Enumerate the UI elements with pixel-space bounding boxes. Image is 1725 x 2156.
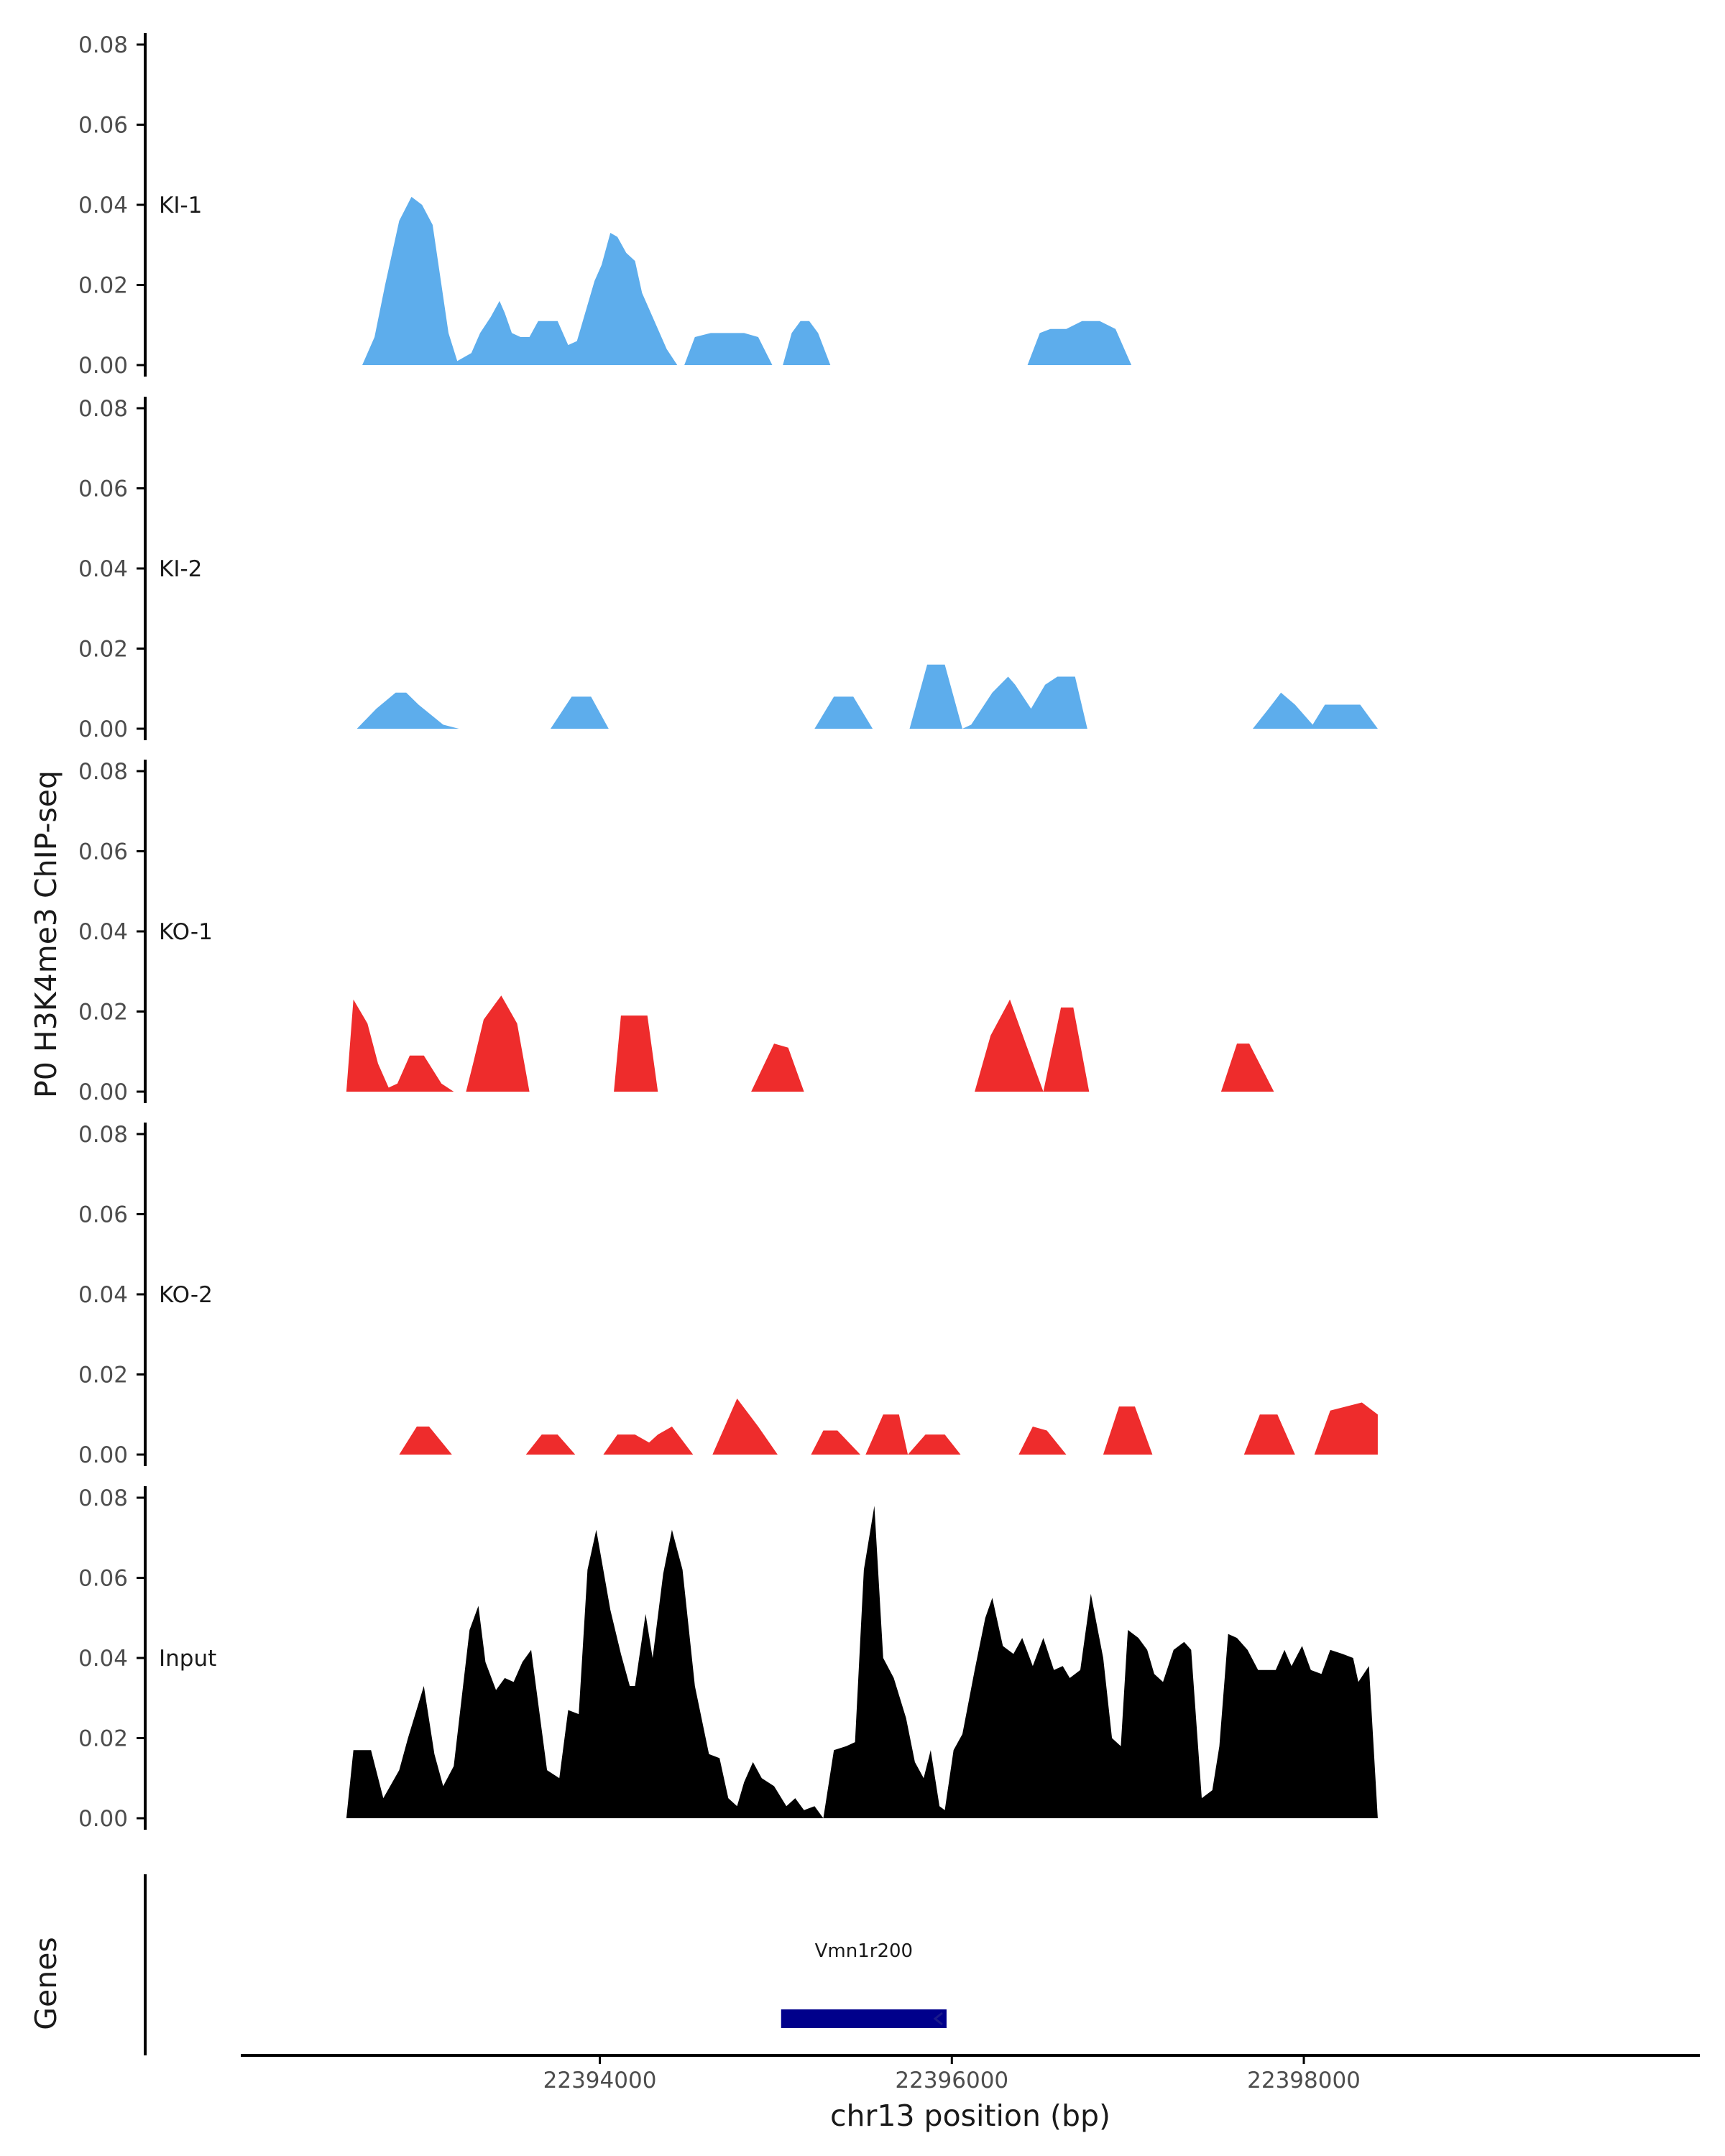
y-tick-label: 0.08: [78, 1122, 128, 1148]
y-tick-label: 0.08: [78, 396, 128, 422]
y-axis-title: P0 H3K4me3 ChIP-seq: [29, 770, 63, 1098]
y-tick-label: 0.06: [78, 113, 128, 139]
strand-arrow-icon: [783, 2012, 794, 2026]
gene-track-label: Genes: [29, 1937, 63, 2030]
track-label-ko-1: KO-1: [159, 919, 213, 945]
y-tick-label: 0.06: [78, 1566, 128, 1592]
track-ko-2: 0.00 0.02 0.04 0.06 0.08 KO-2: [78, 1122, 1378, 1468]
x-tick-label: 22398000: [1247, 2068, 1361, 2093]
gene-model-vmn1r200: [781, 2009, 947, 2028]
y-tick-label: 0.02: [78, 637, 128, 663]
coverage-area-ko-1: [346, 995, 1274, 1092]
y-tick-label: 0.02: [78, 1000, 128, 1026]
x-tick-label: 22396000: [895, 2068, 1008, 2093]
y-tick-label: 0.08: [78, 1485, 128, 1511]
y-tick-label: 0.00: [78, 717, 128, 742]
track-ko-1: 0.00 0.02 0.04 0.06 0.08 KO-1: [78, 759, 1274, 1105]
x-axis-title: chr13 position (bp): [830, 2099, 1110, 2133]
track-ki-1: 0.00 0.02 0.04 0.06 0.08 KI-1: [78, 32, 1132, 379]
y-tick-label: 0.08: [78, 32, 128, 58]
y-tick-label: 0.00: [78, 1079, 128, 1105]
y-tick-label: 0.06: [78, 476, 128, 502]
track-input: 0.00 0.02 0.04 0.06 0.08 Input: [78, 1485, 1378, 1832]
track-label-ki-1: KI-1: [159, 193, 202, 218]
x-axis: 22394000 22396000 22398000: [241, 2054, 1700, 2093]
gene-label: Vmn1r200: [815, 1940, 913, 1962]
y-tick-label: 0.04: [78, 1646, 128, 1672]
coverage-area-ki-1: [362, 196, 1132, 365]
coverage-tracks: 0.00 0.02 0.04 0.06 0.08 KI-1 0.00 0.02 0.04 0.06…: [78, 32, 1378, 1832]
y-tick-label: 0.02: [78, 273, 128, 299]
strand-arrow-icon: [933, 2012, 943, 2026]
track-ki-2: 0.00 0.02 0.04 0.06 0.08 KI-2: [78, 396, 1378, 742]
y-tick-label: 0.00: [78, 1442, 128, 1468]
track-label-ki-2: KI-2: [159, 556, 202, 582]
y-tick-label: 0.06: [78, 839, 128, 865]
coverage-area-ko-2: [399, 1399, 1378, 1455]
y-tick-label: 0.04: [78, 1282, 128, 1308]
y-tick-label: 0.08: [78, 759, 128, 785]
y-tick-label: 0.02: [78, 1363, 128, 1388]
track-label-input: Input: [159, 1646, 216, 1672]
gene-track: Genes Vmn1r200: [29, 1874, 947, 2055]
y-tick-label: 0.04: [78, 556, 128, 582]
y-tick-label: 0.04: [78, 193, 128, 218]
y-tick-label: 0.06: [78, 1202, 128, 1228]
y-tick-label: 0.02: [78, 1726, 128, 1752]
track-label-ko-2: KO-2: [159, 1282, 213, 1308]
coverage-area-input: [346, 1506, 1378, 1818]
y-tick-label: 0.00: [78, 353, 128, 379]
x-tick-label: 22394000: [543, 2068, 657, 2093]
coverage-area-ki-2: [356, 664, 1378, 729]
y-tick-label: 0.04: [78, 919, 128, 945]
y-tick-label: 0.00: [78, 1806, 128, 1832]
